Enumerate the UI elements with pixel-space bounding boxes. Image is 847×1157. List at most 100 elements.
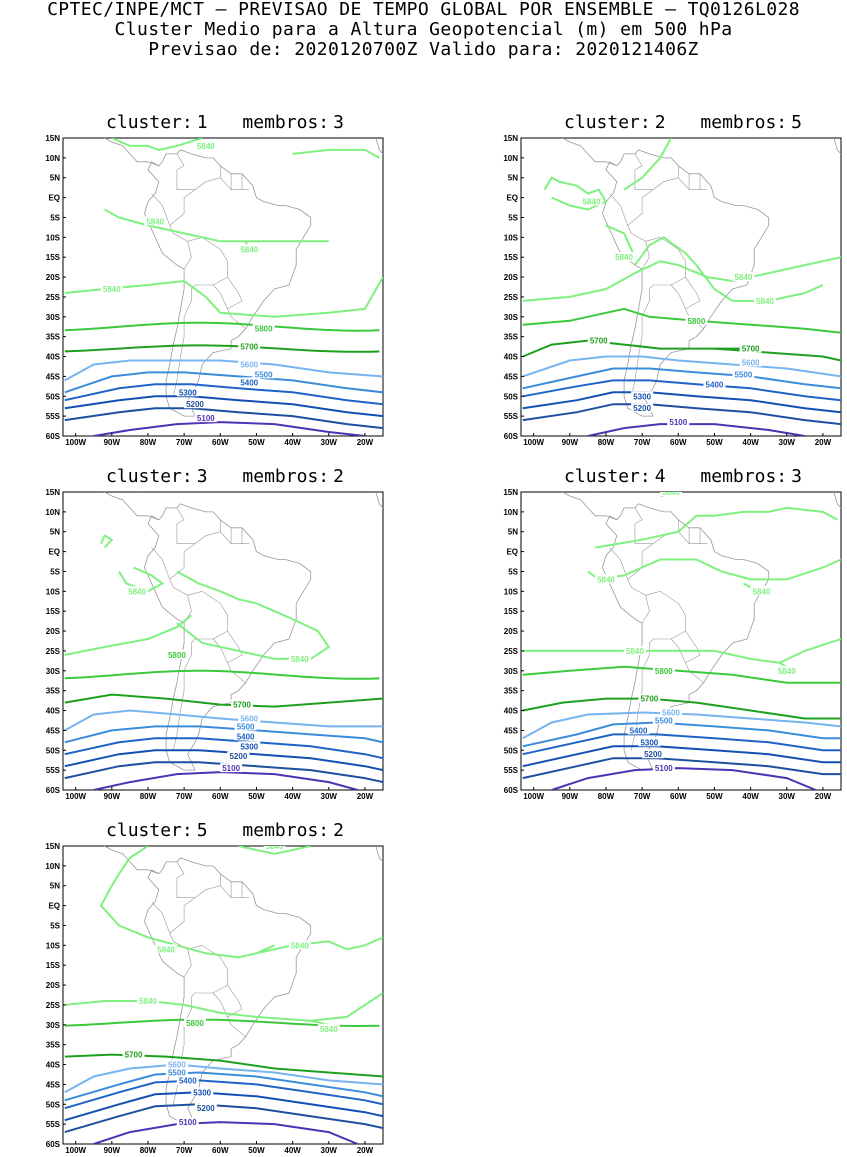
contour-label-bg [194, 1103, 217, 1113]
contour-label: 5100 [669, 418, 687, 427]
lat-tick-label: 55S [46, 412, 61, 421]
cluster-panel-3: cluster:3 membros:2 58405840584058005700… [0, 467, 384, 802]
contour-label-bg [252, 369, 275, 379]
contour-line [543, 176, 608, 211]
contour-line [64, 669, 380, 680]
lat-tick-label: 60S [46, 786, 61, 795]
contour-label-bg [580, 196, 603, 206]
lat-tick-label: 5N [50, 528, 60, 537]
contour-label: 5800 [168, 651, 186, 660]
lat-tick-label: 15S [504, 253, 519, 262]
lat-tick-label: 60S [504, 786, 519, 795]
lat-tick-label: 5S [508, 213, 518, 222]
lat-tick-label: 10S [46, 587, 61, 596]
contour-label: 5500 [734, 370, 752, 379]
lat-tick-label: 10N [503, 154, 518, 163]
country-border [609, 193, 650, 270]
coastline [143, 149, 312, 417]
contour-line [104, 208, 329, 243]
lon-tick-label: 40W [742, 438, 759, 447]
lat-tick-label: 55S [46, 1120, 61, 1129]
lat-tick-label: 60S [46, 432, 61, 441]
contour-line [64, 693, 383, 708]
contour-label: 5840 [320, 1025, 338, 1034]
lon-tick-label: 50W [706, 792, 723, 801]
contour-line [64, 321, 380, 332]
lon-tick-label: 30W [321, 1146, 338, 1155]
contour-label: 5100 [655, 764, 673, 773]
contour-label: 5840 [103, 285, 121, 294]
contour-label-bg [627, 725, 650, 735]
contour-line [522, 638, 841, 664]
lon-tick-label: 20W [357, 438, 374, 447]
contour-line [522, 757, 841, 780]
lat-tick-label: 45S [46, 726, 61, 735]
lon-tick-label: 80W [598, 438, 615, 447]
contour-label-bg [594, 574, 617, 584]
contour-label-bg [660, 492, 683, 496]
lon-tick-label: 100W [65, 438, 86, 447]
contour-label-bg [317, 1023, 340, 1033]
contour-label: 5840 [291, 655, 309, 664]
contour-label: 5800 [655, 667, 673, 676]
contour-label-bg [220, 763, 243, 773]
contour-label-bg [288, 653, 311, 663]
country-border [227, 276, 246, 329]
coastline [103, 492, 159, 521]
lon-tick-label: 70W [634, 438, 651, 447]
lat-tick-label: 50S [504, 392, 519, 401]
contour-line [605, 224, 636, 258]
contour-label: 5100 [179, 1118, 197, 1127]
panel-title: cluster: 2 membros: 5 [564, 112, 802, 133]
contour-line [93, 421, 366, 436]
contour-line [64, 395, 383, 418]
lat-tick-label: EQ [48, 902, 60, 911]
lat-tick-label: 60S [46, 1140, 61, 1149]
lat-tick-label: 30S [504, 667, 519, 676]
lat-tick-label: 5N [508, 528, 518, 537]
lat-tick-label: 35S [46, 333, 61, 342]
contour-label: 5840 [778, 667, 796, 676]
contour-label: 5400 [706, 380, 724, 389]
contour-label: 5200 [644, 750, 662, 759]
lon-tick-label: 80W [140, 1146, 157, 1155]
contour-label: 5600 [240, 360, 258, 369]
lat-tick-label: 40S [46, 353, 61, 362]
lat-tick-label: 15S [46, 253, 61, 262]
contour-label-bg [194, 140, 217, 150]
lat-tick-label: 10S [504, 587, 519, 596]
lat-tick-label: 15N [45, 842, 60, 851]
contour-label: 5840 [597, 575, 615, 584]
lat-tick-label: 55S [504, 766, 519, 775]
contour-line [522, 733, 841, 756]
coastline [375, 138, 383, 155]
lat-tick-label: 35S [504, 687, 519, 696]
contour-label: 5300 [240, 742, 258, 751]
contour-label: 5500 [237, 722, 255, 731]
map-frame [62, 845, 384, 1145]
contour-line [176, 570, 331, 660]
contour-label: 5840 [583, 198, 601, 207]
contour-label-bg [176, 387, 199, 397]
contour-line [292, 148, 380, 159]
lat-tick-label: EQ [48, 548, 60, 557]
contour-label-bg [732, 369, 755, 379]
panel-title: cluster: 3 membros: 2 [106, 466, 344, 487]
lon-tick-label: 100W [65, 792, 86, 801]
contour-label-bg [775, 665, 798, 675]
lat-tick-label: 45S [504, 726, 519, 735]
lat-tick-label: 35S [46, 687, 61, 696]
contour-label: 5600 [168, 1061, 186, 1070]
country-border [227, 984, 246, 1037]
lat-tick-label: 10N [503, 508, 518, 517]
contour-label: 5700 [640, 695, 658, 704]
country-border [169, 177, 250, 226]
lat-tick-label: 30S [46, 667, 61, 676]
lat-tick-label: 20S [46, 981, 61, 990]
contour-label-bg [652, 715, 675, 725]
lon-tick-label: 60W [212, 1146, 229, 1155]
map-frame [62, 491, 384, 791]
contour-label-bg [641, 749, 664, 759]
